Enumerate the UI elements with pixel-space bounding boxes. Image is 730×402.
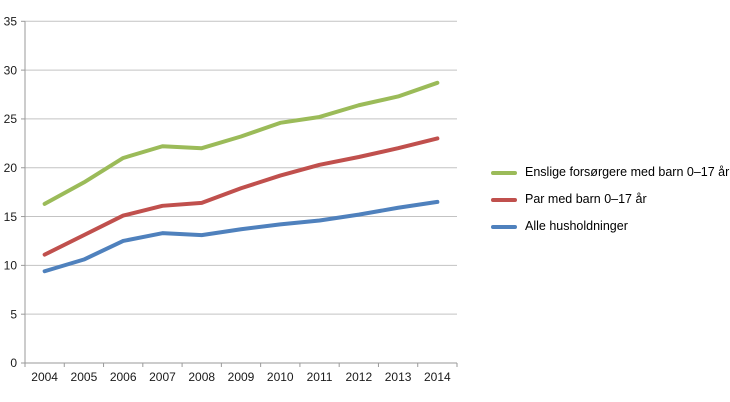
x-tick-label: 2009	[228, 370, 255, 384]
legend-swatch-alle-husholdninger	[491, 224, 517, 229]
x-tick-label: 2011	[307, 370, 333, 384]
legend-label-alle-husholdninger: Alle husholdninger	[525, 219, 628, 234]
chart-legend: Enslige forsørgere med barn 0–17 år Par …	[491, 159, 729, 240]
x-tick-label: 2013	[385, 370, 412, 384]
legend-swatch-par-med-barn	[491, 197, 517, 202]
y-tick-label: 25	[4, 112, 18, 126]
y-tick-label: 5	[10, 307, 17, 321]
legend-label-par-med-barn: Par med barn 0–17 år	[525, 192, 647, 207]
x-tick-label: 2006	[110, 370, 137, 384]
x-tick-label: 2004	[31, 370, 58, 384]
x-tick-label: 2005	[71, 370, 98, 384]
y-tick-label: 20	[4, 161, 18, 175]
x-tick-label: 2010	[267, 370, 294, 384]
series-line-0	[42, 80, 440, 206]
x-tick-label: 2012	[345, 370, 372, 384]
legend-label-enslige-forsorgere: Enslige forsørgere med barn 0–17 år	[525, 165, 730, 180]
y-tick-label: 30	[4, 63, 18, 77]
series-line-1	[42, 136, 440, 257]
x-tick-label: 2014	[424, 370, 451, 384]
legend-item-enslige-forsorgere: Enslige forsørgere med barn 0–17 år	[491, 159, 729, 186]
x-tick-label: 2008	[188, 370, 215, 384]
legend-swatch-enslige-forsorgere	[491, 170, 517, 175]
legend-item-par-med-barn: Par med barn 0–17 år	[491, 186, 729, 213]
series-line-2	[42, 199, 440, 274]
x-tick-label: 2007	[149, 370, 176, 384]
y-tick-label: 0	[10, 356, 17, 370]
y-tick-label: 10	[4, 259, 18, 273]
y-tick-label: 35	[4, 15, 18, 29]
y-tick-label: 15	[4, 210, 18, 224]
legend-item-alle-husholdninger: Alle husholdninger	[491, 213, 729, 240]
